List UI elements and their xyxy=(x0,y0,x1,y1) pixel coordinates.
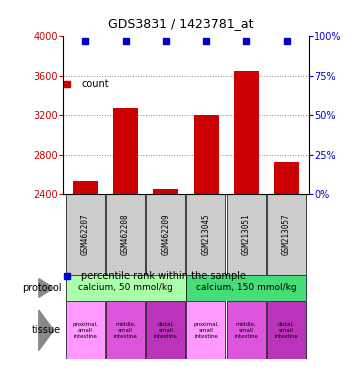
Text: middle,
small
intestine: middle, small intestine xyxy=(234,322,258,339)
Bar xyxy=(106,301,145,359)
Text: calcium, 50 mmol/kg: calcium, 50 mmol/kg xyxy=(78,283,173,293)
Text: calcium, 150 mmol/kg: calcium, 150 mmol/kg xyxy=(196,283,297,293)
Bar xyxy=(113,108,138,194)
Text: GSM462208: GSM462208 xyxy=(121,214,130,255)
Text: GSM462207: GSM462207 xyxy=(81,214,90,255)
Text: GDS3831 / 1423781_at: GDS3831 / 1423781_at xyxy=(108,17,253,30)
Text: proximal,
small
intestine: proximal, small intestine xyxy=(72,322,98,339)
Bar xyxy=(193,115,218,194)
Bar xyxy=(146,194,185,275)
Polygon shape xyxy=(39,310,54,350)
Bar xyxy=(186,275,306,301)
Text: distal,
small
intestine: distal, small intestine xyxy=(275,322,299,339)
Bar xyxy=(227,194,266,275)
Text: count: count xyxy=(81,79,109,89)
Text: tissue: tissue xyxy=(32,325,61,335)
Polygon shape xyxy=(39,279,54,297)
Bar xyxy=(267,301,306,359)
Text: GSM213045: GSM213045 xyxy=(201,214,210,255)
Bar xyxy=(66,301,105,359)
Text: middle,
small
intestine: middle, small intestine xyxy=(114,322,138,339)
Bar xyxy=(146,301,185,359)
Text: GSM462209: GSM462209 xyxy=(161,214,170,255)
Bar xyxy=(66,275,186,301)
Bar xyxy=(153,189,178,194)
Bar xyxy=(234,71,259,194)
Bar xyxy=(227,301,266,359)
Text: GSM213057: GSM213057 xyxy=(282,214,291,255)
Bar xyxy=(106,194,145,275)
Text: proximal,
small
intestine: proximal, small intestine xyxy=(193,322,219,339)
Bar xyxy=(66,194,105,275)
Bar xyxy=(267,194,306,275)
Bar xyxy=(186,301,225,359)
Text: percentile rank within the sample: percentile rank within the sample xyxy=(81,271,246,281)
Bar xyxy=(186,194,225,275)
Bar xyxy=(274,162,299,194)
Text: GSM213051: GSM213051 xyxy=(242,214,251,255)
Text: protocol: protocol xyxy=(22,283,61,293)
Text: distal,
small
intestine: distal, small intestine xyxy=(154,322,178,339)
Bar xyxy=(73,181,98,194)
